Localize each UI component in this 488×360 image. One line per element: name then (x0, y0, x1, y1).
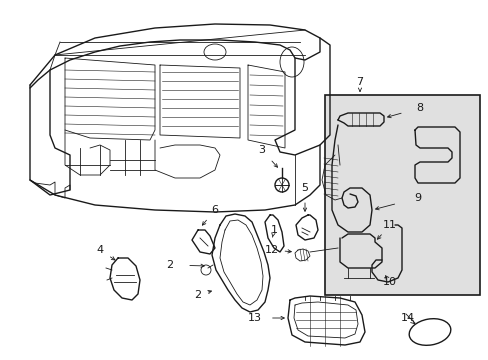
Text: 13: 13 (247, 313, 262, 323)
FancyBboxPatch shape (325, 95, 479, 295)
Text: 11: 11 (382, 220, 396, 230)
Text: 2: 2 (166, 260, 173, 270)
Text: 14: 14 (400, 313, 414, 323)
Text: 10: 10 (382, 277, 396, 287)
Text: 5: 5 (301, 183, 308, 193)
Text: 9: 9 (414, 193, 421, 203)
Bar (362, 244, 374, 256)
Text: 2: 2 (194, 290, 201, 300)
Text: 3: 3 (258, 145, 265, 155)
Text: 7: 7 (356, 77, 363, 87)
Text: 4: 4 (96, 245, 103, 255)
Text: 8: 8 (416, 103, 423, 113)
Text: 12: 12 (264, 245, 279, 255)
Text: 6: 6 (211, 205, 218, 215)
Text: 1: 1 (270, 225, 277, 235)
